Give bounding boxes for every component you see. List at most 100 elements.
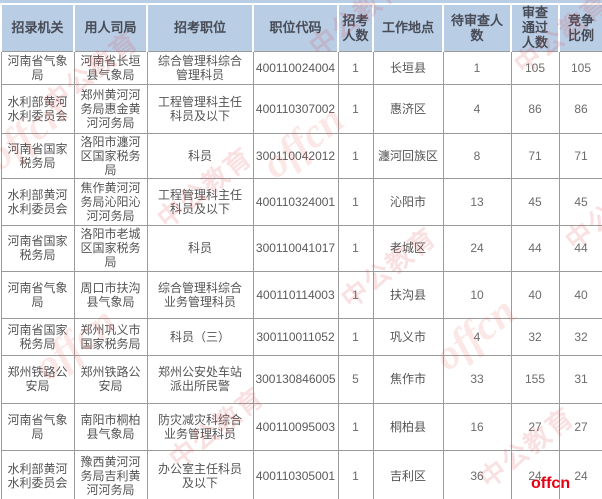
cell-passed-count: 27 (510, 402, 560, 451)
cell-location: 沁阳市 (372, 177, 444, 226)
cell-agency: 水利部黄河 水利委员会 (0, 449, 75, 499)
cell-code: 300130846005 (252, 354, 339, 404)
cell-pending-count: 24 (442, 224, 512, 272)
cell-location: 扶沟县 (372, 270, 444, 319)
cell-code: 400110095003 (252, 402, 339, 451)
table-row: 河南省国家 税务局 洛阳市老城 区国家税务 局 科员 300110041017 … (0, 224, 602, 272)
cell-department: 洛阳市瀍河 区国家税务 局 (73, 132, 148, 179)
cell-location: 焦作市 (372, 354, 444, 404)
cell-code: 300110011052 (252, 317, 339, 356)
cell-position: 科员（三） (146, 317, 254, 356)
cell-recruit-count: 1 (337, 270, 374, 319)
table-row: 河南省气象 局 河南省长垣 县气象局 综合管理科综合 管理科员 40011002… (0, 50, 602, 85)
cell-ratio: 105 (558, 50, 602, 85)
cell-ratio: 44 (558, 224, 602, 272)
cell-location: 瀍河回族区 (372, 132, 444, 179)
cell-department: 河南省长垣 县气象局 (73, 50, 148, 85)
cell-agency: 水利部黄河 水利委员会 (0, 177, 75, 226)
table-row: 河南省国家 税务局 洛阳市瀍河 区国家税务 局 科员 300110042012 … (0, 132, 602, 179)
offcn-corner-logo: offcn (531, 475, 571, 492)
cell-location: 老城区 (372, 224, 444, 272)
cell-pending-count: 1 (442, 50, 512, 85)
cell-ratio: 32 (558, 317, 602, 356)
cell-pending-count: 10 (442, 270, 512, 319)
cell-agency: 河南省国家 税务局 (0, 317, 75, 356)
cell-position: 综合管理科综合 业务管理科员 (146, 270, 254, 319)
cell-position: 工程管理科主任 科员及以下 (146, 177, 254, 226)
cell-agency: 河南省气象 局 (0, 270, 75, 319)
cell-position: 综合管理科综合 管理科员 (146, 50, 254, 85)
cell-location: 桐柏县 (372, 402, 444, 451)
table-header: 招录机关 用人司局 招考职位 职位代码 招考 人数 工作地点 待审查人 数 审查… (0, 3, 602, 52)
cell-recruit-count: 1 (337, 177, 374, 226)
cell-pending-count: 4 (442, 83, 512, 134)
cell-ratio: 27 (558, 402, 602, 451)
cell-passed-count: 24 (510, 449, 560, 499)
table-row: 水利部黄河 水利委员会 豫西黄河河 务局吉利黄 河河务局 办公室主任科员 及以下… (0, 449, 602, 499)
cell-passed-count: 45 (510, 177, 560, 226)
table-row: 河南省气象 局 南阳市桐柏 县气象局 防灾减灾科综合 业务管理科员 400110… (0, 402, 602, 451)
cell-recruit-count: 1 (337, 83, 374, 134)
cell-recruit-count: 1 (337, 132, 374, 179)
cell-department: 豫西黄河河 务局吉利黄 河河务局 (73, 449, 148, 499)
cell-ratio: 71 (558, 132, 602, 179)
cell-department: 郑州铁路公 安局 (73, 354, 148, 404)
cell-passed-count: 71 (510, 132, 560, 179)
cell-location: 惠济区 (372, 83, 444, 134)
cell-department: 郑州巩义市 国家税务局 (73, 317, 148, 356)
cell-pending-count: 4 (442, 317, 512, 356)
cell-code: 400110324001 (252, 177, 339, 226)
cell-recruit-count: 1 (337, 50, 374, 85)
header-row: 招录机关 用人司局 招考职位 职位代码 招考 人数 工作地点 待审查人 数 审查… (0, 3, 602, 52)
cell-recruit-count: 1 (337, 317, 374, 356)
cell-agency: 河南省国家 税务局 (0, 224, 75, 272)
cell-position: 郑州公安处车站 派出所民警 (146, 354, 254, 404)
cell-position: 科员 (146, 224, 254, 272)
cell-position: 办公室主任科员 及以下 (146, 449, 254, 499)
cell-agency: 水利部黄河 水利委员会 (0, 83, 75, 134)
cell-location: 巩义市 (372, 317, 444, 356)
cell-department: 焦作黄河河 务局沁阳沁 河河务局 (73, 177, 148, 226)
table-row: 水利部黄河 水利委员会 焦作黄河河 务局沁阳沁 河河务局 工程管理科主任 科员及… (0, 177, 602, 226)
header-position: 招考职位 (146, 3, 254, 52)
positions-table: 招录机关 用人司局 招考职位 职位代码 招考 人数 工作地点 待审查人 数 审查… (0, 3, 602, 499)
cell-ratio: 40 (558, 270, 602, 319)
cell-pending-count: 13 (442, 177, 512, 226)
cell-location: 吉利区 (372, 449, 444, 499)
cell-passed-count: 44 (510, 224, 560, 272)
header-agency: 招录机关 (0, 3, 75, 52)
cell-passed-count: 86 (510, 83, 560, 134)
cell-agency: 河南省气象 局 (0, 402, 75, 451)
cell-position: 科员 (146, 132, 254, 179)
cell-pending-count: 8 (442, 132, 512, 179)
header-recruit-count: 招考 人数 (337, 3, 374, 52)
cell-position: 工程管理科主任 科员及以下 (146, 83, 254, 134)
cell-recruit-count: 5 (337, 354, 374, 404)
cell-ratio: 45 (558, 177, 602, 226)
cell-pending-count: 33 (442, 354, 512, 404)
cell-agency: 河南省气象 局 (0, 50, 75, 85)
cell-passed-count: 32 (510, 317, 560, 356)
cell-ratio: 24 (558, 449, 602, 499)
cell-location: 长垣县 (372, 50, 444, 85)
table-row: 河南省国家 税务局 郑州巩义市 国家税务局 科员（三） 300110011052… (0, 317, 602, 356)
cell-code: 400110307002 (252, 83, 339, 134)
cell-recruit-count: 1 (337, 449, 374, 499)
cell-passed-count: 155 (510, 354, 560, 404)
table-top-border-strip (0, 0, 602, 3)
cell-recruit-count: 1 (337, 402, 374, 451)
header-pending-count: 待审查人 数 (442, 3, 512, 52)
cell-ratio: 86 (558, 83, 602, 134)
cell-passed-count: 40 (510, 270, 560, 319)
cell-recruit-count: 1 (337, 224, 374, 272)
cell-department: 周口市扶沟 县气象局 (73, 270, 148, 319)
cell-code: 300110042012 (252, 132, 339, 179)
cell-department: 郑州黄河河 务局惠金黄 河河务局 (73, 83, 148, 134)
cell-pending-count: 16 (442, 402, 512, 451)
cell-code: 300110041017 (252, 224, 339, 272)
cell-code: 400110114003 (252, 270, 339, 319)
table-row: 河南省气象 局 周口市扶沟 县气象局 综合管理科综合 业务管理科员 400110… (0, 270, 602, 319)
header-passed-count: 审查 通过 人数 (510, 3, 560, 52)
cell-ratio: 31 (558, 354, 602, 404)
